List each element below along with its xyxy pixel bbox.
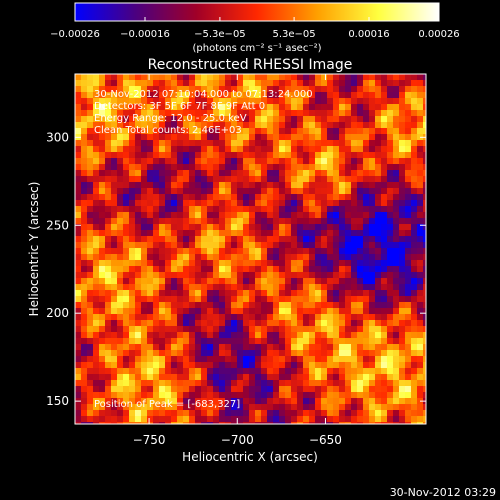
- y-tick-label: 150: [46, 394, 69, 408]
- y-axis-label: Heliocentric Y (arcsec): [27, 182, 41, 317]
- footer-timestamp: 30-Nov-2012 03:29: [390, 486, 496, 499]
- colorbar-tick-label: −0.00016: [120, 29, 170, 40]
- colorbar-ticks: −0.00026 −0.00016 −5.3e−05 5.3e−05 0.00016 0.…: [50, 17, 460, 40]
- colorbar-frame: [74, 2, 440, 22]
- x-axis: −750 −700 −650: [133, 74, 342, 447]
- colorbar: [75, 3, 439, 21]
- colorbar-tick-label: 0.00026: [418, 29, 459, 40]
- x-tick-label: −650: [309, 433, 342, 447]
- peak-position-label: Position of Peak = [-683,327]: [94, 399, 240, 410]
- annotation-line: Energy Range: 12.0 - 25.0 keV: [94, 113, 247, 124]
- y-tick-label: 300: [46, 130, 69, 144]
- colorbar-tick-label: −0.00026: [50, 29, 100, 40]
- annotation-line: 30-Nov-2012 07:10:04.000 to 07:13:24.000: [94, 89, 313, 100]
- y-tick-label: 200: [46, 306, 69, 320]
- annotation-line: Clean Total counts: 2.46E+03: [94, 125, 242, 136]
- x-tick-label: −750: [133, 433, 166, 447]
- chart-title: Reconstructed RHESSI Image: [148, 57, 353, 73]
- x-axis-label: Heliocentric X (arcsec): [182, 450, 318, 464]
- x-tick-label: −700: [221, 433, 254, 447]
- y-axis: 150 200 250 300: [46, 130, 426, 408]
- y-tick-label: 250: [46, 218, 69, 232]
- colorbar-tick-label: −5.3e−05: [194, 29, 246, 40]
- annotation-line: Detectors: 3F 5F 6F 7F 8F 9F Att 0: [94, 101, 265, 112]
- colorbar-units: (photons cm⁻² s⁻¹ asec⁻²): [192, 43, 321, 54]
- observation-annotations: 30-Nov-2012 07:10:04.000 to 07:13:24.000…: [94, 89, 313, 136]
- heatmap-image: [75, 74, 426, 424]
- colorbar-tick-label: 5.3e−05: [273, 29, 316, 40]
- plot-frame: [74, 73, 427, 425]
- colorbar-tick-label: 0.00016: [348, 29, 389, 40]
